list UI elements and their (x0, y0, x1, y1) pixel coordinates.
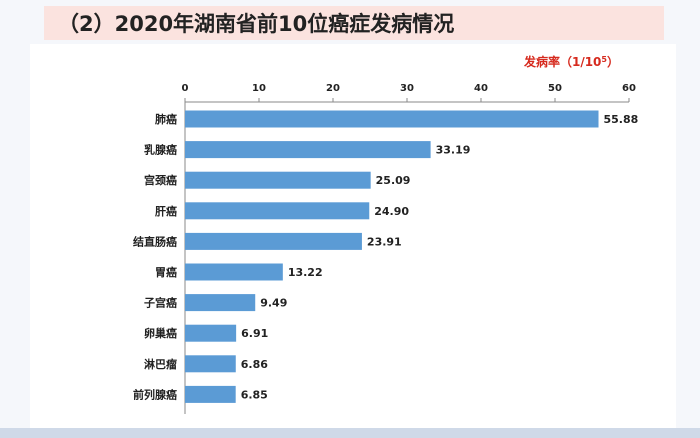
category-label: 淋巴瘤 (144, 357, 177, 371)
bar (185, 171, 371, 189)
data-label: 25.09 (376, 174, 411, 187)
data-label: 6.85 (241, 388, 268, 401)
bar (185, 324, 237, 342)
x-tick-label: 30 (400, 83, 414, 94)
data-label: 13.22 (288, 266, 323, 279)
category-label: 肺癌 (155, 112, 177, 126)
unit-label: 发病率（1/105） (523, 54, 619, 69)
category-label: 胃癌 (155, 265, 177, 279)
bar (185, 141, 431, 159)
data-label: 9.49 (260, 297, 287, 310)
unit-label-close: ） (607, 54, 619, 69)
data-label: 33.19 (436, 144, 471, 157)
category-label: 前列腺癌 (133, 387, 177, 401)
x-tick-label: 20 (326, 83, 340, 94)
category-label: 肝癌 (155, 204, 177, 218)
bottom-bar (0, 428, 700, 438)
x-tick-label: 40 (474, 83, 488, 94)
bar (185, 110, 599, 128)
x-axis: 0 10 20 30 40 50 60 (182, 83, 636, 414)
category-label: 卵巢癌 (144, 326, 177, 340)
unit-label-text: 发病率（1/10 (523, 54, 601, 69)
data-label: 55.88 (604, 113, 639, 126)
category-label: 乳腺癌 (144, 143, 177, 157)
bar (185, 263, 283, 281)
x-tick-label: 10 (252, 83, 266, 94)
data-label: 6.86 (241, 358, 268, 371)
category-label: 结直肠癌 (132, 234, 177, 248)
unit-label-exponent: 5 (601, 55, 607, 64)
bar (185, 385, 236, 403)
x-tick-label: 0 (182, 83, 189, 94)
bar (185, 294, 256, 312)
data-label: 23.91 (367, 235, 402, 248)
x-tick-label: 60 (622, 83, 636, 94)
bar (185, 355, 236, 373)
bar (185, 202, 370, 220)
bars: 肺癌 55.88 乳腺癌 33.19 宫颈癌 25.09 肝癌 24.90 结直肠癌 23.91 胃… (132, 110, 639, 403)
category-label: 宫颈癌 (144, 173, 177, 187)
data-label: 24.90 (374, 205, 409, 218)
x-tick-label: 50 (548, 83, 562, 94)
data-label: 6.91 (241, 327, 268, 340)
title-banner (44, 6, 664, 40)
page-title: （2）2020年湖南省前10位癌症发病情况 (58, 12, 455, 36)
category-label: 子宫癌 (144, 296, 177, 310)
bar (185, 232, 362, 250)
